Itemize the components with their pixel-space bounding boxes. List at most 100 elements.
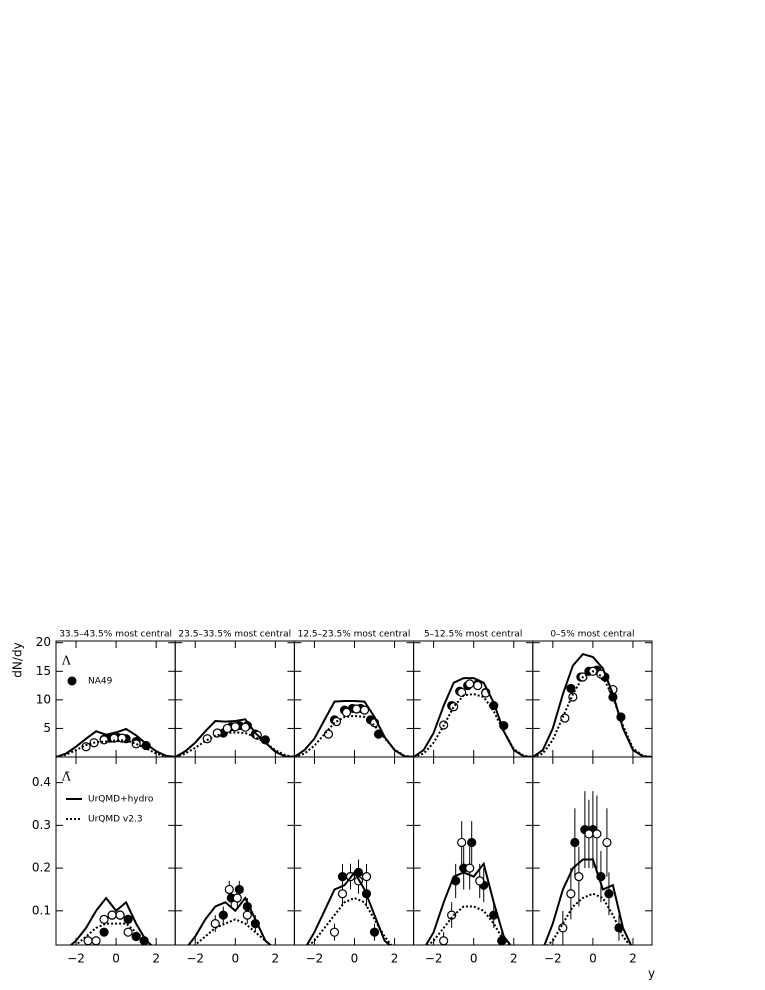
legend-marker (67, 676, 77, 686)
data-point (558, 923, 568, 933)
data-point (131, 931, 141, 942)
y-tick-label: 15 (36, 664, 51, 678)
model-curve (543, 858, 633, 945)
panel (543, 791, 633, 945)
data-point (457, 837, 467, 848)
y-tick-label: 20 (36, 635, 51, 649)
data-point (467, 837, 477, 848)
model-curve (424, 861, 512, 945)
data-point (604, 889, 614, 899)
x-axis-title: y (648, 967, 655, 981)
panel-frame (532, 640, 653, 758)
data-point (263, 944, 268, 945)
data-point (242, 910, 252, 920)
data-point (457, 687, 467, 698)
x-tick-label: 2 (629, 952, 637, 966)
data-point (91, 936, 101, 945)
data-point (117, 733, 127, 743)
panel-frame (413, 756, 534, 946)
panel-frame (413, 640, 534, 758)
data-point (123, 914, 133, 924)
data-point (592, 829, 602, 839)
data-point (218, 910, 228, 920)
data-point (131, 739, 141, 749)
data-point (584, 829, 594, 839)
x-tick-label: 0 (112, 952, 120, 966)
panel-frame (532, 756, 653, 946)
legend-label: UrQMD v2.3 (88, 815, 143, 825)
x-tick-label: 0 (231, 952, 239, 966)
panel-frame (293, 640, 415, 758)
model-curve (532, 670, 652, 757)
model-curve (427, 905, 511, 945)
particle-label: Λ (61, 654, 71, 668)
data-point (449, 702, 459, 712)
data-point (566, 683, 576, 694)
x-tick-label: 0 (351, 952, 359, 966)
data-point (230, 722, 240, 732)
data-point (475, 876, 485, 886)
data-point (566, 889, 576, 899)
panel (424, 821, 512, 945)
data-point (465, 679, 475, 689)
panel (532, 652, 652, 757)
y-tick-label: 0.4 (32, 775, 51, 789)
panel-title: 5–12.5% most central (424, 630, 522, 640)
data-point (115, 910, 125, 920)
data-point (107, 910, 117, 920)
y-tick-label: 0.1 (32, 903, 51, 917)
data-point (359, 705, 370, 715)
data-point (232, 893, 242, 903)
data-point (210, 919, 220, 929)
data-point (473, 680, 483, 691)
data-point (351, 704, 362, 714)
data-point (369, 927, 380, 937)
x-tick-label: 2 (152, 952, 160, 966)
data-point (329, 927, 340, 937)
legend-label: NA49 (88, 677, 113, 687)
data-point (570, 837, 580, 848)
x-tick-label: −2 (67, 952, 85, 966)
data-point (205, 944, 209, 945)
panel-title: 33.5–43.5% most central (59, 630, 172, 640)
panel-title: 23.5–33.5% most central (178, 630, 291, 640)
data-point (439, 936, 449, 945)
panel (175, 718, 295, 757)
x-tick-label: −2 (425, 952, 443, 966)
data-point (465, 863, 475, 873)
data-point (234, 884, 244, 895)
data-point (602, 837, 612, 848)
data-point (337, 872, 348, 882)
x-tick-label: −2 (306, 952, 324, 966)
y-tick-label: 0.3 (32, 818, 51, 832)
model-curve (187, 896, 272, 945)
x-tick-label: 2 (391, 952, 399, 966)
x-tick-label: −2 (186, 952, 204, 966)
data-point (341, 707, 352, 718)
model-curve (413, 677, 533, 757)
panel (413, 677, 533, 757)
y-tick-label: 5 (43, 721, 51, 735)
particle-label: Λ̄ (61, 770, 71, 784)
data-point (222, 723, 232, 734)
data-point (99, 927, 109, 937)
data-point (99, 914, 109, 924)
legend-label: UrQMD+hydro (88, 795, 154, 805)
x-tick-label: −2 (544, 952, 562, 966)
model-curve (294, 714, 414, 757)
panel-frame (174, 756, 295, 946)
panel-frame (174, 640, 295, 758)
data-point (574, 872, 584, 882)
data-point (240, 722, 250, 732)
panel-frame (293, 756, 415, 946)
panel (294, 700, 414, 757)
x-tick-label: 0 (589, 952, 597, 966)
x-tick-label: 2 (510, 952, 518, 966)
data-point (123, 927, 133, 937)
y-tick-label: 10 (36, 692, 51, 706)
panel (187, 880, 272, 945)
y-axis-title: dN/dy (11, 642, 25, 677)
x-tick-label: 2 (272, 952, 280, 966)
model-curve (305, 870, 392, 945)
